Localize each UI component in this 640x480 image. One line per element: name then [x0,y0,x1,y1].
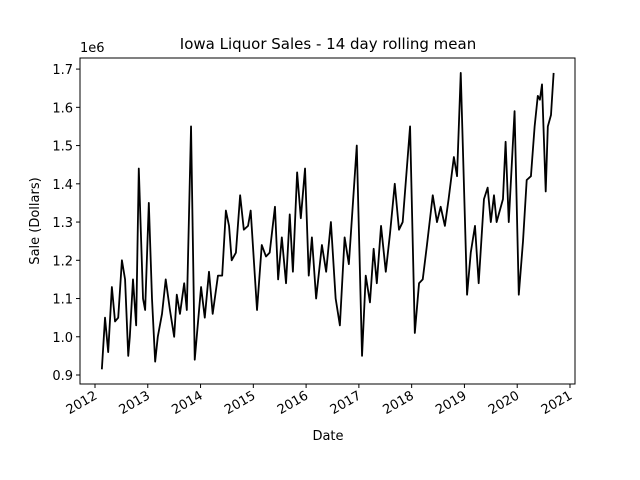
y-tick-label: 1.7 [52,63,73,78]
y-axis-label: Sale (Dollars) [28,177,43,264]
y-tick-label: 0.9 [52,369,73,384]
y-tick-label: 1.2 [52,254,73,269]
y-tick-label: 1.0 [52,331,73,346]
y-tick-label: 1.1 [52,293,73,308]
x-axis-label: Date [312,429,343,444]
y-tick-label: 1.4 [52,178,73,193]
y-tick-label: 1.6 [52,101,73,116]
offset-label: 1e6 [80,41,105,56]
plot-frame [79,57,576,385]
chart-title: Iowa Liquor Sales - 14 day rolling mean [180,35,476,53]
data-line [100,72,555,370]
y-tick-label: 1.3 [52,216,73,231]
y-tick-label: 1.5 [52,140,73,155]
